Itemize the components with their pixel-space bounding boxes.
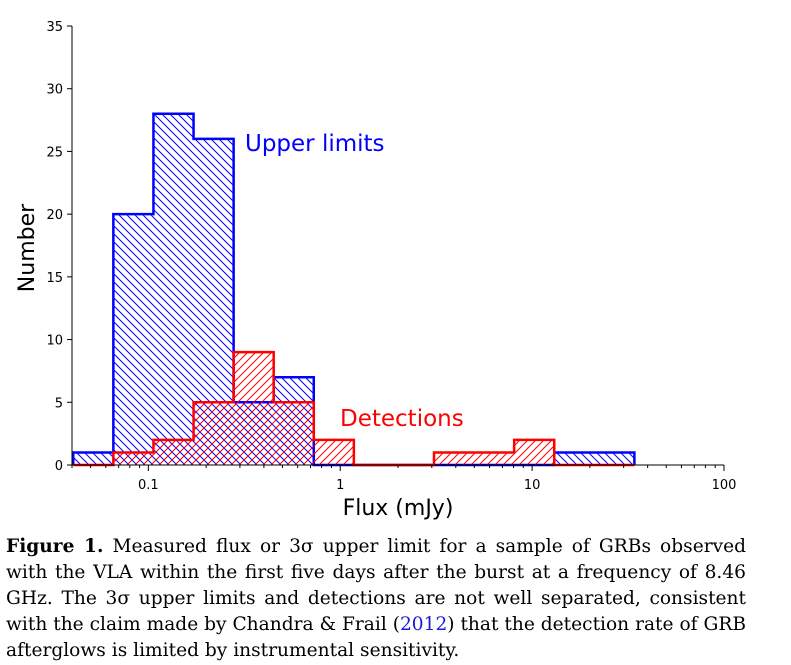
bar-detections [153,439,194,465]
x-tick-label: 0.1 [138,478,159,493]
series-detections [73,350,635,467]
bar-detections [434,452,475,465]
citation-link[interactable]: 2012 [399,614,448,635]
bar-detections [233,352,274,465]
bar-detections [514,439,555,465]
figure-caption: Figure 1. Measured flux or 3σ upper limi… [6,534,746,664]
y-tick-label: 15 [46,271,63,286]
bar-upper-limits [113,214,154,465]
bar-detections [193,402,234,465]
y-tick-label: 25 [46,145,63,160]
caption-text-2: ) that the detection rate of GRB aftergl… [6,614,746,661]
annotation-detections: Detections [340,406,464,432]
y-axis-title: Number [15,203,40,292]
annotation-upper-limits: Upper limits [245,131,385,157]
y-tick-label: 35 [46,20,63,35]
x-axis-title: Flux (mJy) [343,496,454,521]
bar-detections [313,439,354,465]
x-tick-label: 100 [712,478,737,493]
bar-upper-limits [554,452,595,465]
bar-detections [113,452,154,465]
histogram-figure: 0 5 10 15 20 25 30 35 0.1 1 10 100 Flux (mJy) Numbe… [15,20,737,521]
x-tick-label: 10 [524,478,541,493]
bar-upper-limits [73,452,114,465]
bar-upper-limits [594,452,635,465]
caption-text-1: Measured flux or 3σ upper limit for a sa… [6,536,747,635]
outline-detections [73,350,635,467]
y-tick-label: 30 [46,83,63,98]
bar-detections [273,402,314,465]
y-tick-label: 20 [46,208,63,223]
caption-label: Figure 1. [6,536,104,557]
bar-detections [474,452,515,465]
y-tick-label: 10 [46,334,63,349]
x-tick-label: 1 [336,478,344,493]
y-tick-label: 5 [55,396,63,411]
y-tick-label: 0 [55,459,63,474]
bar-upper-limits [153,113,194,466]
